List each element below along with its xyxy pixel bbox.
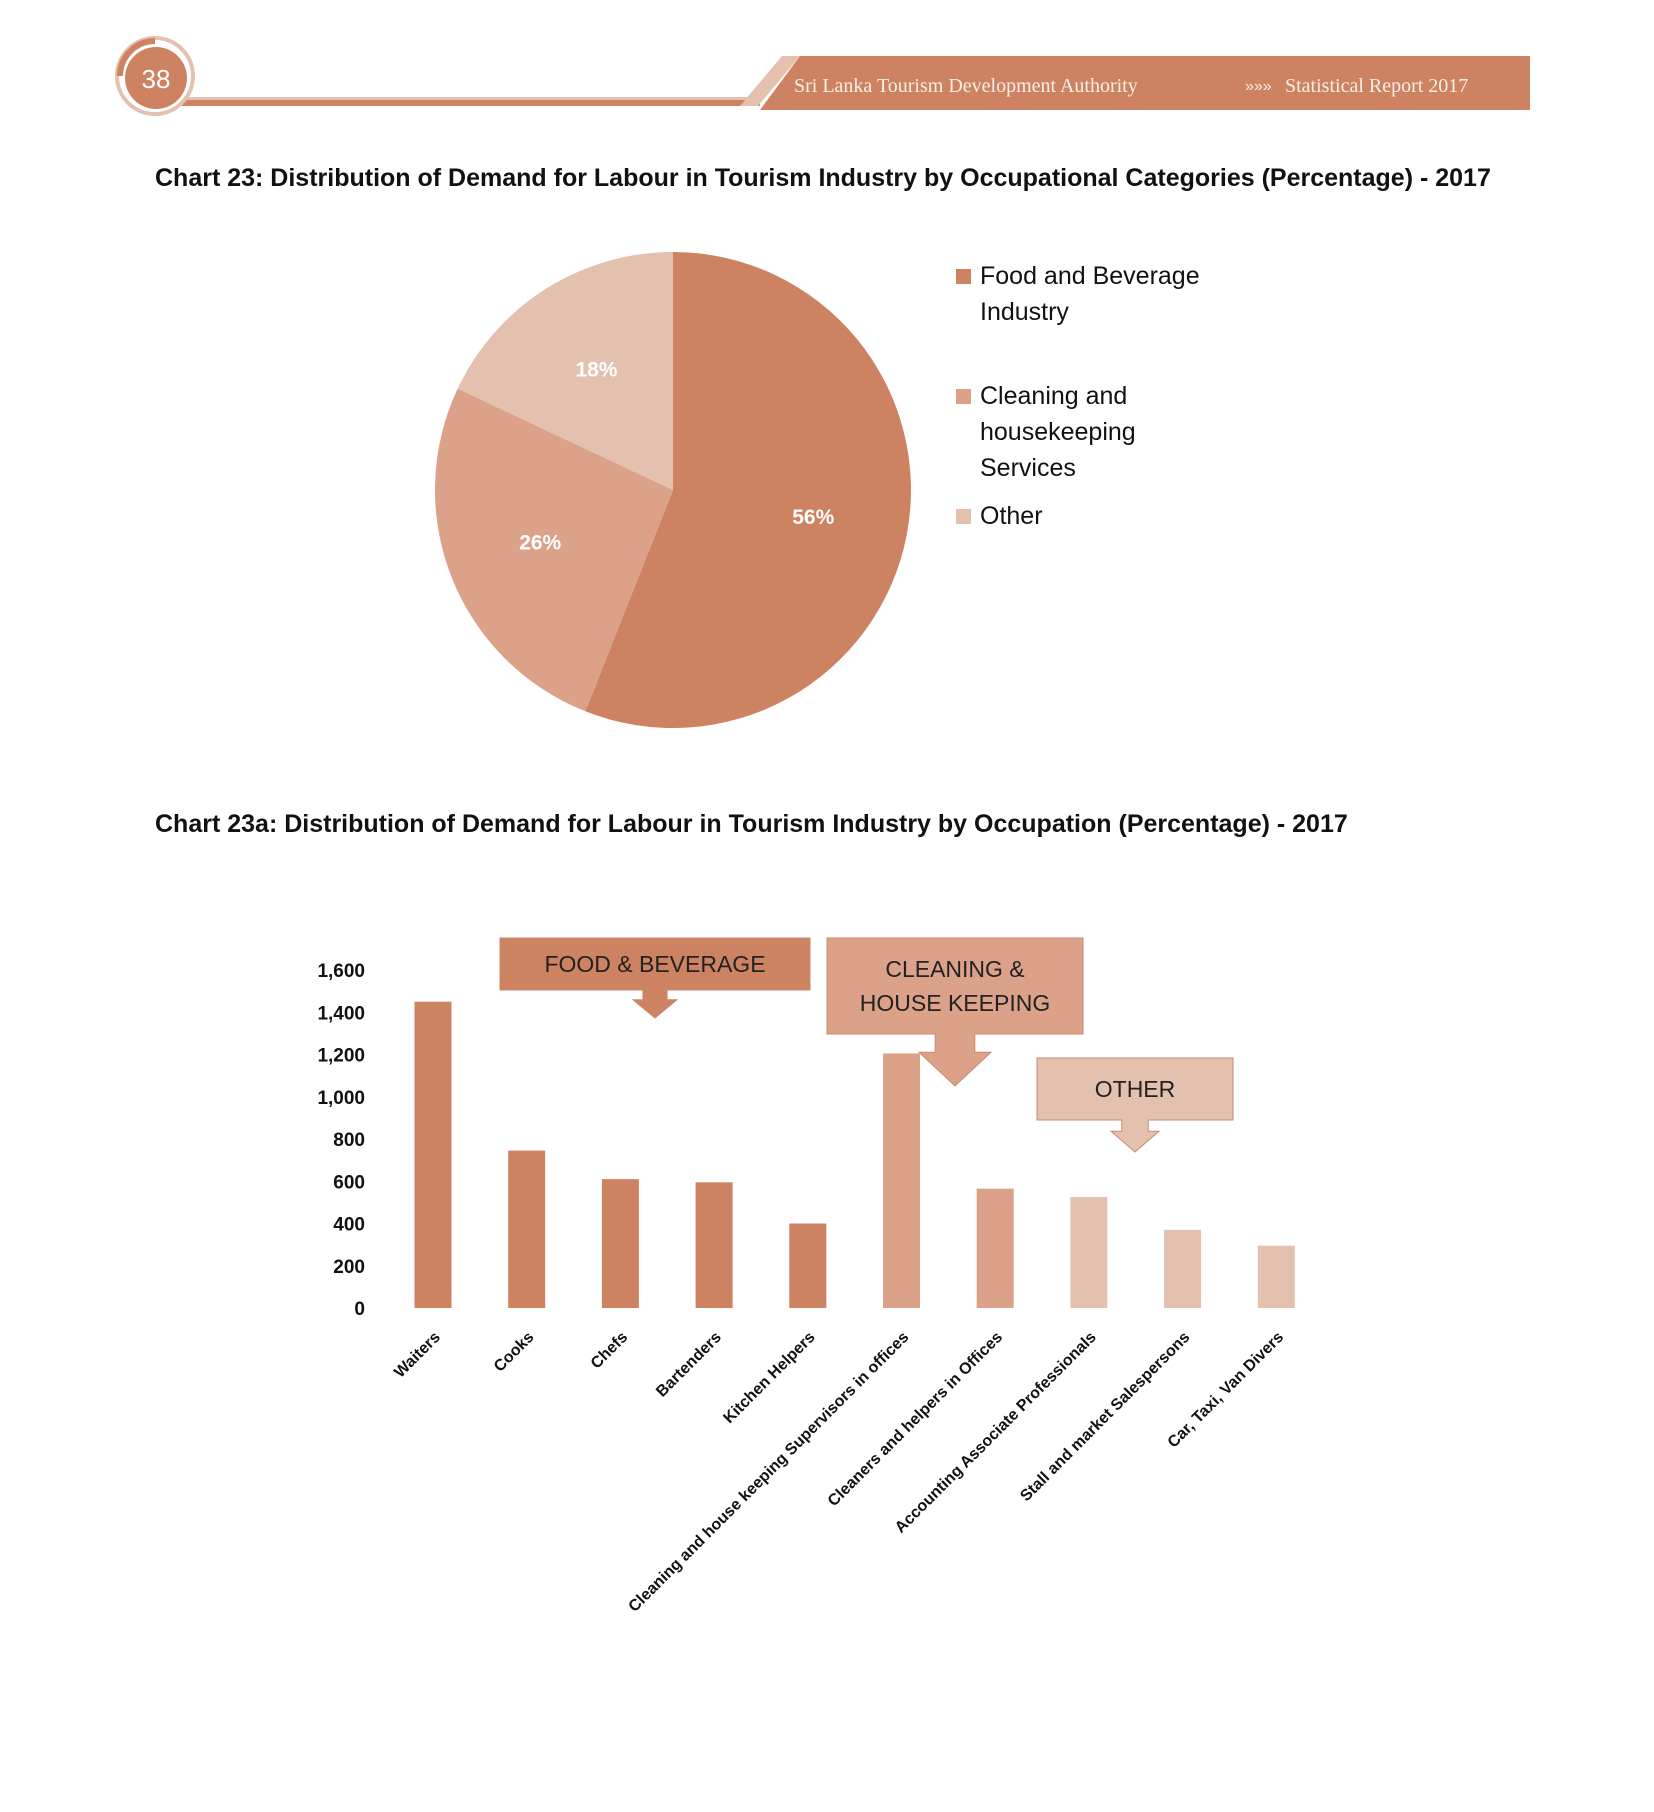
callout-label-1-line-0: CLEANING & <box>885 956 1024 982</box>
legend-label-1-line-2: Services <box>980 454 1076 482</box>
callout-box-2 <box>1036 1057 1234 1153</box>
legend-label-1-line-0: Cleaning and <box>980 382 1127 410</box>
legend-label-0-line-0: Food and Beverage <box>980 262 1200 290</box>
y-tick-label-3: 600 <box>333 1172 365 1193</box>
y-tick-label-6: 1,200 <box>317 1046 365 1067</box>
callout-label-1-line-1: HOUSE KEEPING <box>860 990 1050 1016</box>
legend-label-2-line-0: Other <box>980 502 1043 530</box>
y-tick-label-5: 1,000 <box>317 1088 365 1109</box>
header-banner-shadow <box>740 56 800 106</box>
x-tick-label-4: Kitchen Helpers <box>720 1329 818 1427</box>
bar-8 <box>1164 1229 1202 1308</box>
bar-bars <box>414 1001 1295 1308</box>
chart-23a-title: Chart 23a: Distribution of Demand for La… <box>155 810 1348 838</box>
page-number-arc <box>117 38 156 77</box>
bar-y-axis: 0 200 400 600 800 1,000 1,200 1,400 1,600 <box>317 961 365 1320</box>
chart-23-title: Chart 23: Distribution of Demand for Lab… <box>155 164 1491 192</box>
header-separator: »»» <box>1245 78 1272 95</box>
header-running-title: Sri Lanka Tourism Development Authority <box>794 75 1138 97</box>
y-tick-label-8: 1,600 <box>317 961 365 982</box>
y-tick-label-4: 800 <box>333 1130 365 1151</box>
pie-chart: 56% 26% 18% Food and Beverage Industry Clean… <box>434 252 1200 728</box>
legend-swatch-2 <box>956 509 971 524</box>
bar-3 <box>695 1182 733 1308</box>
pie-data-label-2: 18% <box>575 358 617 381</box>
x-tick-label-8: Stall and market Salespersons <box>1017 1329 1193 1505</box>
pie-data-label-0: 56% <box>792 506 834 529</box>
y-tick-label-7: 1,400 <box>317 1003 365 1024</box>
bar-0 <box>414 1001 452 1308</box>
callout-label-0-line-0: FOOD & BEVERAGE <box>544 951 765 977</box>
y-tick-label-1: 200 <box>333 1257 365 1278</box>
y-tick-label-2: 400 <box>333 1215 365 1236</box>
header-report-name: Statistical Report 2017 <box>1285 75 1468 97</box>
header-rule <box>150 100 760 106</box>
x-tick-label-1: Cooks <box>491 1329 538 1376</box>
pie-slice-2 <box>457 252 673 490</box>
callout-box-0 <box>499 937 811 1019</box>
bar-1 <box>508 1150 546 1308</box>
legend-label-1-line-1: housekeeping <box>980 418 1136 446</box>
x-tick-label-7: Accounting Associate Professionals <box>892 1329 1100 1537</box>
header-banner <box>760 56 1530 110</box>
pie-labels: 56% 26% 18% <box>519 358 834 554</box>
page-number: 38 <box>142 64 171 94</box>
pie-legend: Food and Beverage Industry Cleaning and hou… <box>956 262 1200 530</box>
legend-label-0-line-1: Industry <box>980 298 1069 326</box>
x-tick-label-2: Chefs <box>588 1329 632 1373</box>
callout-box-1 <box>826 937 1084 1087</box>
legend-swatch-1 <box>956 389 971 404</box>
x-tick-label-3: Bartenders <box>653 1329 725 1401</box>
bar-2 <box>601 1179 639 1308</box>
bar-5 <box>883 1053 920 1308</box>
header-rule-light <box>150 97 760 100</box>
x-tick-label-6: Cleaners and helpers in Offices <box>825 1329 1006 1510</box>
pie-slices <box>434 252 912 728</box>
legend-swatch-0 <box>956 269 971 284</box>
pie-slice-1 <box>434 388 673 712</box>
callout-label-2-line-0: OTHER <box>1095 1076 1176 1102</box>
page-header: Sri Lanka Tourism Development Authority … <box>115 36 1530 116</box>
bar-6 <box>976 1188 1014 1308</box>
bar-4 <box>789 1223 827 1308</box>
page-number-disc <box>125 47 187 109</box>
bar-chart: 0 200 400 600 800 1,000 1,200 1,400 1,600 Waiter… <box>317 937 1295 1616</box>
pie-data-label-1: 26% <box>519 532 561 555</box>
x-tick-label-0: Waiters <box>391 1329 444 1382</box>
pie-slice-0 <box>585 252 912 728</box>
y-tick-label-0: 0 <box>354 1299 365 1320</box>
bar-7 <box>1070 1197 1108 1308</box>
bar-9 <box>1257 1245 1295 1308</box>
bar-callouts: FOOD & BEVERAGE CLEANING & HOUSE KEEPING OT… <box>499 937 1234 1153</box>
